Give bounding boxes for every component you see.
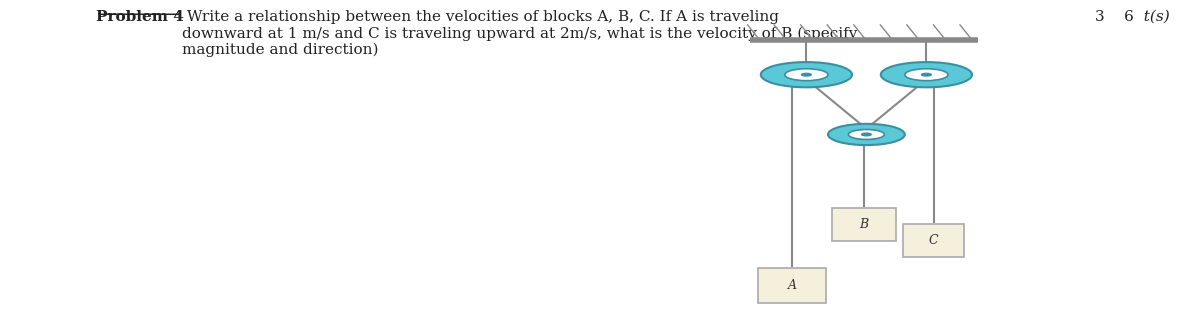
Text: C: C [929, 234, 938, 247]
Text: B: B [859, 217, 869, 231]
Circle shape [881, 62, 972, 87]
Text: Problem 4: Problem 4 [96, 10, 184, 24]
Text: 3    6: 3 6 [1096, 10, 1134, 24]
Circle shape [905, 69, 948, 81]
Circle shape [828, 124, 905, 145]
FancyBboxPatch shape [832, 208, 896, 240]
Text: Write a relationship between the velocities of blocks A, B, C. If A is traveling: Write a relationship between the velocit… [182, 10, 858, 57]
Circle shape [802, 73, 811, 76]
Circle shape [785, 69, 828, 81]
Circle shape [761, 62, 852, 87]
FancyBboxPatch shape [904, 224, 964, 257]
Circle shape [922, 73, 931, 76]
FancyBboxPatch shape [758, 268, 826, 303]
Circle shape [862, 133, 871, 136]
Text: A: A [787, 279, 797, 292]
Circle shape [848, 129, 884, 139]
Text: t(s): t(s) [1134, 10, 1170, 24]
